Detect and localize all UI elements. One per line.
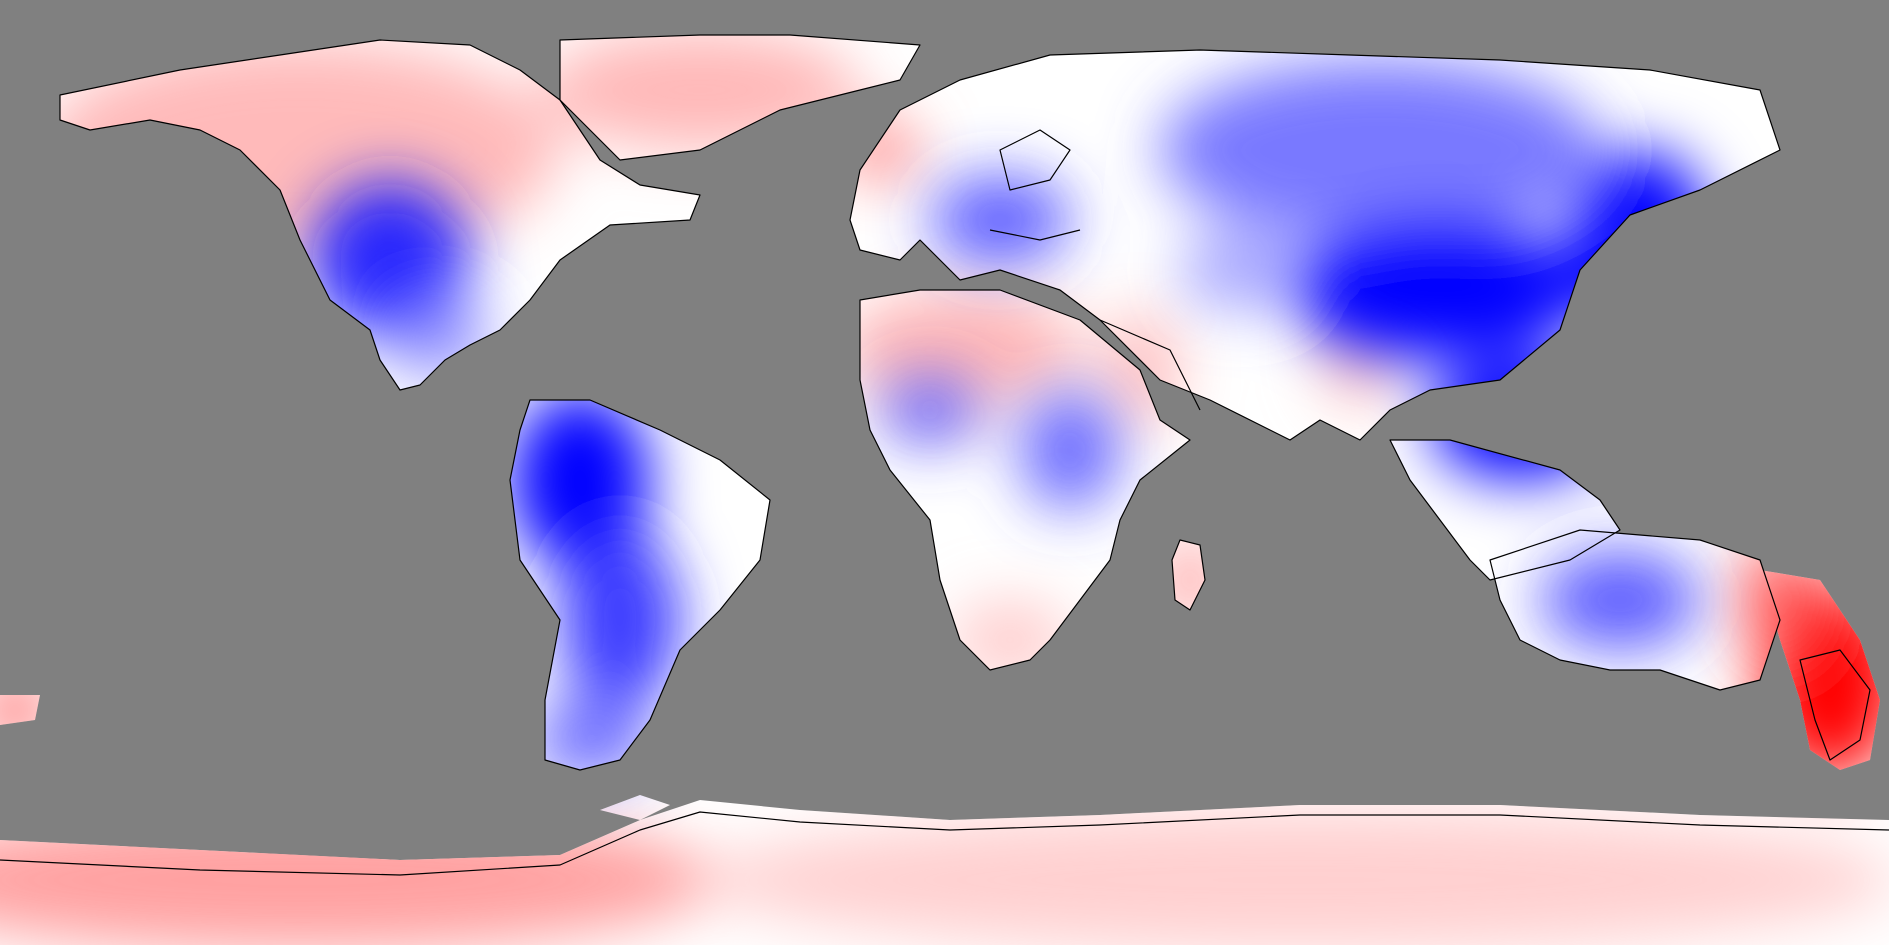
south-america-north-anomaly — [510, 390, 650, 570]
scandinavia-coast — [999, 129, 1071, 191]
madagascar-coast — [1171, 539, 1206, 611]
siberia-anomaly — [1160, 60, 1600, 240]
new-zealand-coast — [1799, 649, 1871, 761]
mediterranean-coast — [989, 229, 1081, 241]
west-africa-anomaly — [880, 375, 980, 445]
pacific-island-anomaly — [0, 690, 45, 730]
australia-anomaly — [1540, 550, 1700, 650]
middle-east-anomaly — [1180, 230, 1300, 310]
australia-coast — [1489, 529, 1781, 691]
south-america-south-anomaly — [560, 530, 680, 710]
greenland-coast — [559, 34, 921, 161]
central-africa-anomaly — [1020, 390, 1120, 510]
south-america-coast — [509, 399, 771, 771]
coastlines — [0, 34, 1889, 876]
north-america-west-anomaly — [310, 180, 470, 340]
eurasia-coast — [849, 49, 1781, 441]
north-america-coast — [59, 39, 701, 391]
maritime-southeast-asia-coast — [1389, 439, 1621, 581]
antarctica-coast — [0, 811, 1889, 876]
sahara-anomaly — [840, 290, 1080, 410]
europe-anomaly — [930, 175, 1070, 265]
red-sea-coast — [1099, 319, 1201, 411]
east-asia-anomaly — [1290, 220, 1590, 360]
africa-coast — [859, 289, 1191, 671]
east-antarctica-anomaly — [700, 810, 1889, 945]
